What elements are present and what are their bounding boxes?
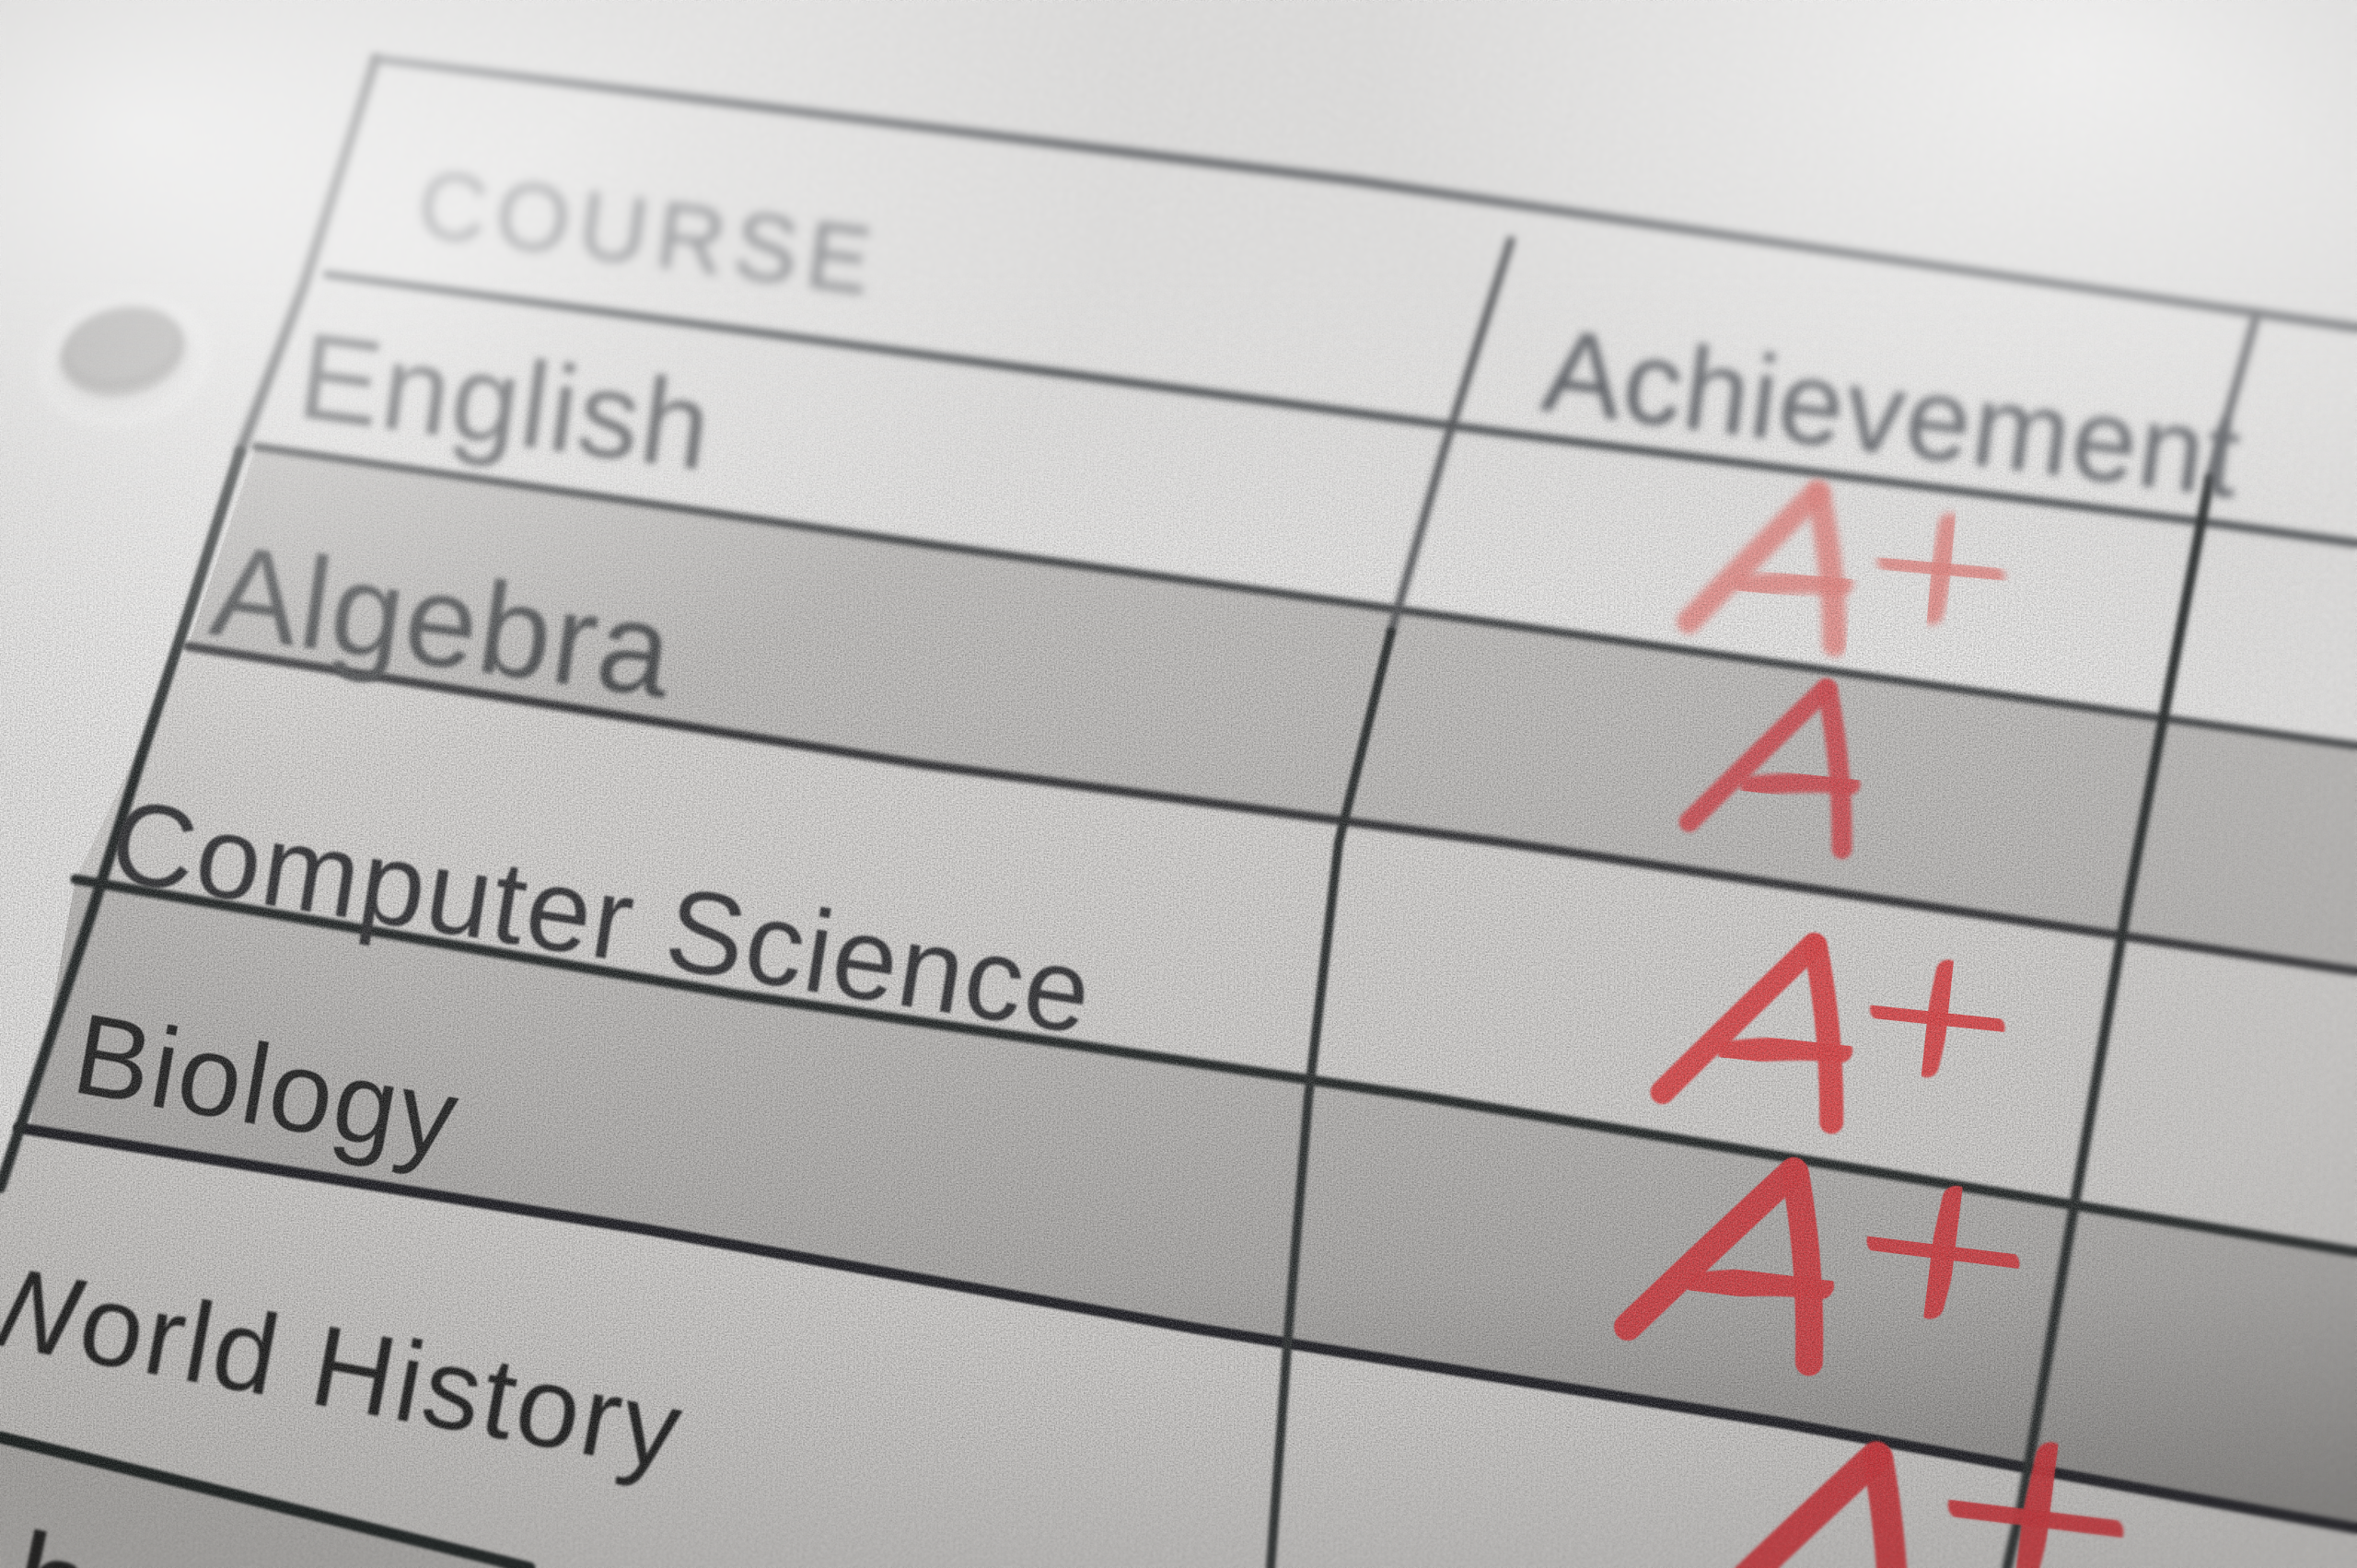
lens-vignette <box>0 0 2357 1568</box>
report-card-table: COURSE Achievement English Algebra Compu… <box>0 0 2357 1568</box>
report-card-photo: COURSE Achievement English Algebra Compu… <box>0 0 2357 1568</box>
